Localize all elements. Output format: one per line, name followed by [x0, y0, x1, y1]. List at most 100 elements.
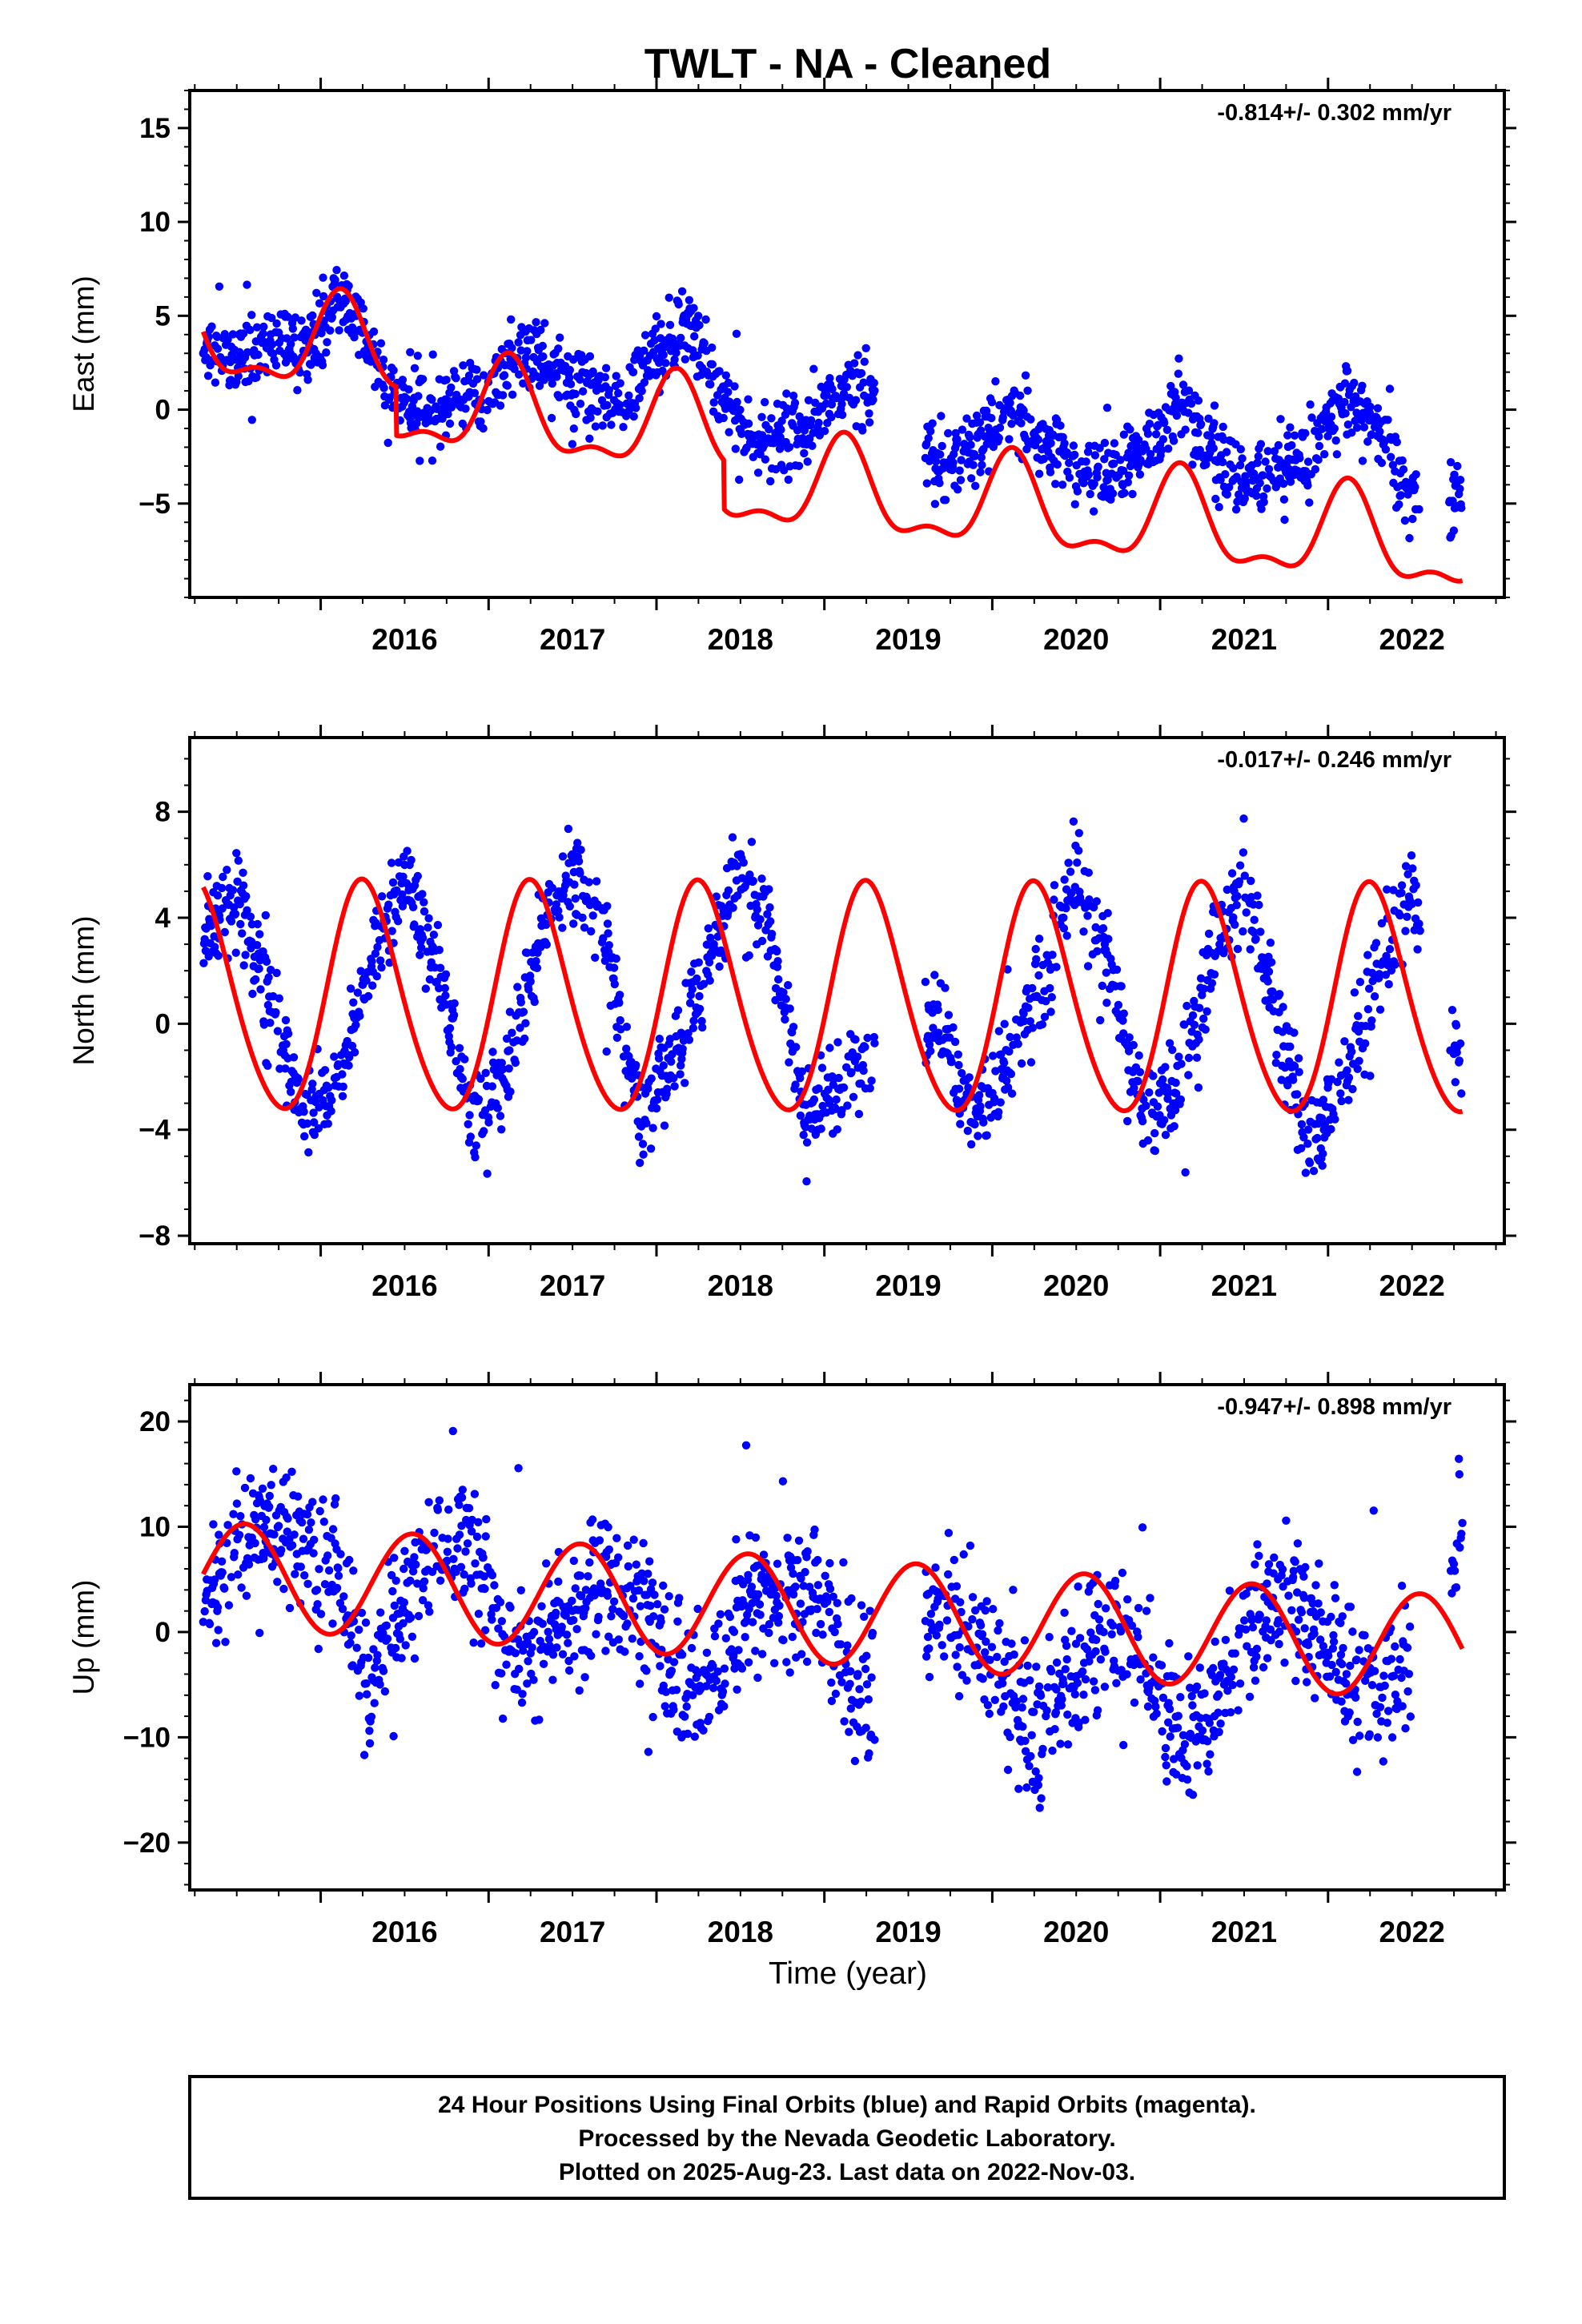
- north-point-48: [233, 877, 242, 887]
- north-point-728: [757, 875, 766, 883]
- east-point-388: [498, 391, 508, 400]
- east-point-821: [822, 391, 831, 400]
- north-point-542: [616, 1015, 624, 1025]
- up-point-357: [474, 1610, 484, 1618]
- north-point-1001: [1024, 1003, 1033, 1012]
- north-x-tick-label: 2018: [708, 1269, 773, 1302]
- east-point-59: [243, 348, 252, 357]
- east-point-870: [865, 418, 874, 427]
- up-point-567: [639, 1538, 648, 1548]
- up-point-1265: [1216, 1719, 1225, 1728]
- east-point-1502: [1403, 490, 1412, 499]
- north-point-265: [403, 846, 412, 855]
- east-point-72: [254, 350, 263, 360]
- north-point-216: [363, 991, 373, 1001]
- north-point-1336: [1289, 1076, 1298, 1084]
- north-point-700: [733, 891, 742, 900]
- north-x-tick-label: 2022: [1379, 1269, 1445, 1302]
- north-point-939: [975, 1091, 984, 1100]
- east-point-1171: [1145, 420, 1154, 428]
- east-point-904: [937, 412, 946, 420]
- up-point-151: [312, 1586, 322, 1594]
- north-point-1214: [1195, 1003, 1204, 1012]
- up-point-1244: [1203, 1759, 1211, 1768]
- east-point-542: [614, 388, 623, 398]
- north-point-699: [733, 862, 741, 870]
- up-y-tick-label: 10: [139, 1511, 171, 1542]
- east-point-1365: [1295, 453, 1304, 463]
- north-point-45: [231, 910, 240, 919]
- up-point-1319: [1262, 1616, 1271, 1625]
- east-point-311: [436, 442, 445, 451]
- east-point-1135: [1119, 430, 1129, 439]
- up-point-1521: [1457, 1530, 1466, 1538]
- east-point-797: [803, 457, 812, 466]
- east-point-550: [624, 391, 633, 400]
- north-point-601: [660, 1121, 669, 1130]
- up-point-201: [352, 1643, 361, 1652]
- east-point-368: [479, 424, 488, 433]
- north-point-75: [252, 941, 262, 950]
- east-point-1062: [1058, 432, 1067, 442]
- up-point-1108: [1094, 1599, 1102, 1609]
- east-point-1477: [1381, 445, 1391, 454]
- east-point-243: [383, 438, 392, 448]
- up-point-275: [406, 1613, 416, 1622]
- north-point-321: [441, 970, 451, 979]
- up-point-50: [242, 1591, 251, 1600]
- up-point-1330: [1270, 1553, 1279, 1562]
- up-point-17: [211, 1638, 221, 1647]
- east-point-1378: [1303, 457, 1313, 466]
- up-point-334: [456, 1562, 466, 1572]
- up-point-39: [232, 1467, 241, 1476]
- north-point-116: [282, 1039, 291, 1049]
- up-point-648: [699, 1726, 708, 1735]
- east-point-665: [706, 380, 715, 389]
- east-point-956: [977, 453, 986, 462]
- east-point-1472: [1377, 458, 1387, 468]
- north-point-1306: [1266, 939, 1275, 947]
- east-point-925: [955, 466, 964, 475]
- east-point-292: [418, 375, 428, 384]
- up-point-478: [572, 1625, 581, 1634]
- up-point-1287: [1235, 1679, 1245, 1688]
- north-point-1277: [1246, 945, 1255, 954]
- north-point-192: [344, 1061, 353, 1070]
- up-point-173: [331, 1494, 340, 1503]
- north-point-79: [255, 964, 263, 973]
- up-point-1214: [1180, 1739, 1190, 1749]
- up-point-1084: [1078, 1667, 1087, 1676]
- east-point-1354: [1286, 477, 1295, 486]
- up-point-249: [389, 1731, 398, 1741]
- east-point-1173: [1146, 449, 1155, 459]
- up-point-1246: [1204, 1767, 1213, 1776]
- east-point-1160: [1135, 470, 1145, 479]
- north-point-245: [387, 927, 396, 935]
- up-point-621: [677, 1651, 687, 1659]
- east-point-1168: [1143, 429, 1153, 438]
- north-point-1264: [1233, 944, 1243, 954]
- up-point-341: [461, 1547, 470, 1556]
- up-point-530: [607, 1612, 616, 1621]
- up-point-87: [265, 1491, 274, 1501]
- up-point-726: [753, 1673, 762, 1683]
- up-point-955: [978, 1675, 987, 1683]
- north-point-437: [532, 963, 542, 973]
- north-point-63: [243, 906, 251, 915]
- up-point-404: [514, 1464, 523, 1473]
- east-point-1099: [1093, 472, 1102, 482]
- north-point-1366: [1313, 1133, 1322, 1143]
- north-point-1073: [1083, 962, 1093, 971]
- east-point-163: [319, 273, 327, 282]
- east-point-1059: [1056, 421, 1065, 430]
- up-point-1249: [1206, 1750, 1215, 1759]
- east-point-1073: [1069, 441, 1078, 450]
- east-point-1236: [1195, 445, 1205, 455]
- up-point-44: [236, 1512, 245, 1521]
- up-point-176: [332, 1583, 342, 1593]
- up-point-1029: [1035, 1803, 1044, 1812]
- up-point-1481: [1383, 1707, 1393, 1715]
- up-point-1262: [1215, 1727, 1223, 1736]
- east-point-1107: [1100, 455, 1109, 464]
